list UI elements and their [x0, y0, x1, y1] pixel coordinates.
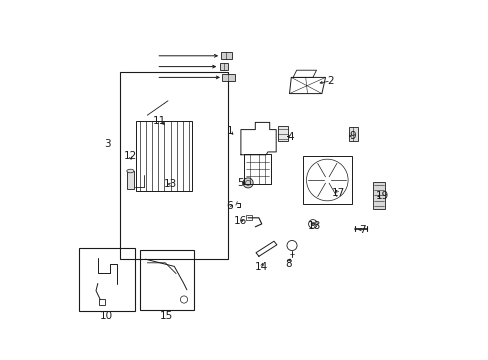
Bar — [140, 250, 194, 310]
Bar — [302, 156, 351, 204]
Text: 13: 13 — [164, 179, 177, 189]
Text: 4: 4 — [286, 132, 293, 142]
Bar — [245, 215, 251, 220]
Text: 8: 8 — [285, 258, 291, 269]
Text: 6: 6 — [225, 201, 232, 211]
Circle shape — [243, 178, 253, 188]
Bar — [79, 248, 134, 311]
Text: 5: 5 — [236, 178, 243, 188]
Text: 11: 11 — [153, 116, 166, 126]
Text: 12: 12 — [123, 150, 136, 161]
Bar — [372, 182, 384, 209]
Text: 15: 15 — [159, 311, 172, 321]
Bar — [348, 127, 357, 141]
Text: 19: 19 — [375, 191, 388, 201]
Bar — [120, 72, 228, 259]
Ellipse shape — [126, 169, 134, 173]
Text: 3: 3 — [103, 139, 110, 149]
Text: 9: 9 — [348, 131, 355, 141]
Circle shape — [310, 222, 314, 226]
Text: 10: 10 — [99, 311, 112, 321]
Text: 14: 14 — [255, 262, 268, 272]
Bar — [220, 63, 227, 70]
Text: 17: 17 — [331, 188, 344, 198]
Bar — [221, 52, 231, 59]
Bar — [126, 171, 134, 189]
Text: 7: 7 — [359, 225, 365, 235]
Text: 2: 2 — [327, 76, 333, 86]
Text: 1: 1 — [226, 126, 233, 136]
Bar — [136, 121, 192, 191]
Text: 16: 16 — [234, 216, 247, 226]
Bar — [222, 74, 234, 81]
Text: 18: 18 — [307, 221, 321, 231]
Bar — [99, 299, 104, 305]
Bar — [277, 126, 288, 141]
